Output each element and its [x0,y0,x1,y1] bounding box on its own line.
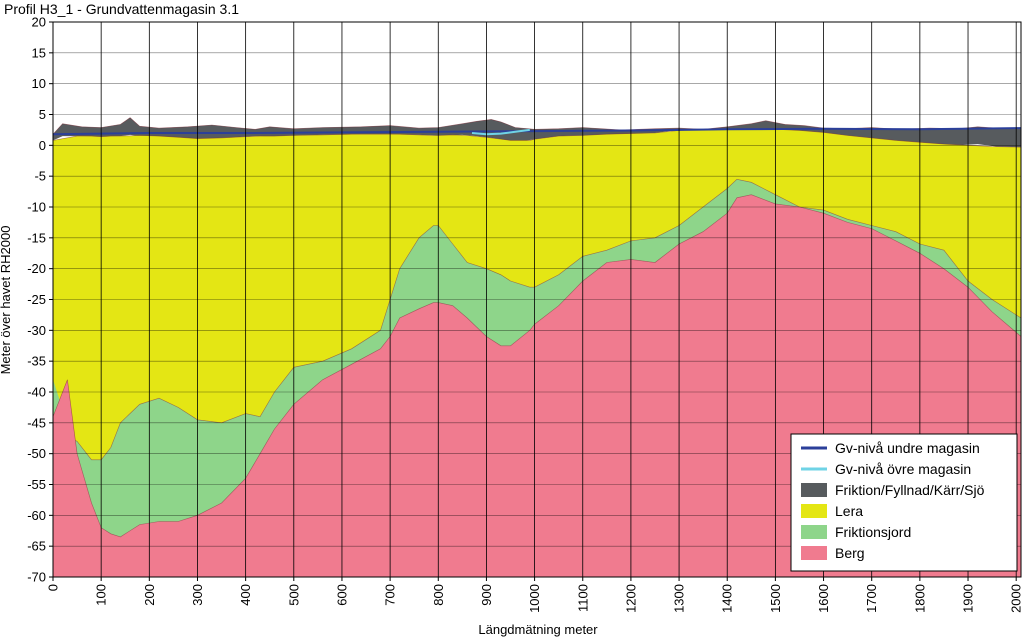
y-tick-label: 20 [32,15,46,30]
x-tick-label: 400 [238,584,253,606]
x-tick-label: 600 [334,584,349,606]
x-tick-label: 500 [286,584,301,606]
x-tick-label: 1700 [864,584,879,613]
x-tick-label: 2000 [1009,584,1024,613]
x-axis-label: Längdmätning meter [478,622,598,637]
legend-label-1: Gv-nivå övre magasin [835,461,971,477]
legend: Gv-nivå undre magasin Gv-nivå övre magasi… [790,433,1018,572]
area-layers [52,117,1022,577]
y-tick-label: 5 [39,107,46,122]
x-tick-label: 200 [142,584,157,606]
chart-title: Profil H3_1 - Grundvattenmagasin 3.1 [4,1,239,17]
legend-box [790,433,1018,572]
y-tick-label: -45 [27,415,46,430]
y-tick-label: 0 [39,138,46,153]
y-tick-label: -35 [27,354,46,369]
x-tick-label: 1100 [575,584,590,612]
y-tick-label: -10 [27,200,46,215]
area-4 [53,179,1021,537]
area-2 [53,117,1021,148]
x-tick-label: 900 [479,584,494,606]
y-tick-label: -55 [27,477,46,492]
y-tick-label: -30 [27,323,46,338]
y-axis-label: Meter över havet RH2000 [0,226,13,375]
x-tick-label: 800 [431,584,446,606]
y-axis: 20 15 10 5 0 -5 -10 -15 -20 -25 -30 -35 -40 -45 -50 -55… [27,15,53,585]
x-axis: 0 100 200 300 400 500 600 700 800 900 1000 1100 1200… [46,577,1024,613]
x-tick-label: 1000 [527,584,542,613]
legend-swatch-5 [801,546,827,560]
y-tick-label: -25 [27,292,46,307]
x-tick-label: 1400 [720,584,735,613]
y-tick-label: -15 [27,230,46,245]
y-tick-label: -70 [27,570,46,585]
legend-label-0: Gv-nivå undre magasin [835,440,980,456]
x-tick-label: 0 [46,584,61,591]
area-edge-3 [52,129,1022,148]
x-tick-label: 1900 [961,584,976,613]
area-3 [53,129,1021,460]
legend-label-3: Lera [835,503,863,519]
x-tick-label: 700 [383,584,398,606]
y-tick-label: 10 [32,76,46,91]
y-tick-label: -40 [27,385,46,400]
y-tick-label: -20 [27,261,46,276]
legend-label-4: Friktionsjord [835,524,911,540]
y-tick-label: -65 [27,539,46,554]
x-tick-label: 1800 [912,584,927,613]
y-tick-label: -60 [27,508,46,523]
legend-label-5: Berg [835,545,865,561]
x-tick-label: 1300 [672,584,687,613]
y-tick-label: -5 [34,169,46,184]
y-tick-label: 15 [32,45,46,60]
y-tick-label: -50 [27,446,46,461]
area-edge-5 [52,194,1022,538]
x-tick-label: 1500 [768,584,783,613]
x-tick-label: 300 [190,584,205,606]
x-tick-label: 100 [94,584,109,606]
x-tick-label: 1600 [816,584,831,613]
legend-swatch-4 [801,525,827,539]
line-1 [471,128,530,136]
x-tick-label: 1200 [623,584,638,613]
legend-swatch-2 [801,483,827,497]
legend-swatch-3 [801,504,827,518]
legend-label-2: Friktion/Fyllnad/Kärr/Sjö [835,482,985,498]
area-5 [53,194,1021,577]
